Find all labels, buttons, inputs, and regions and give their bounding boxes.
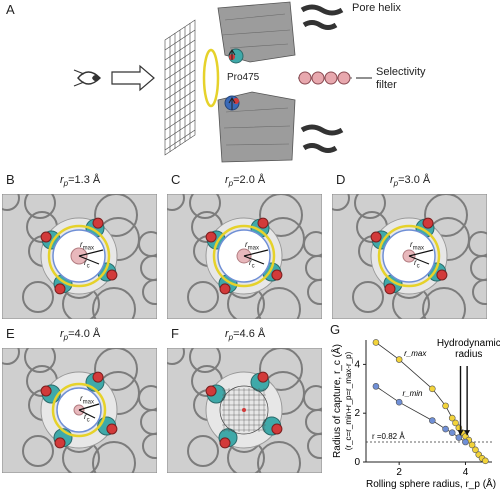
hydrodynamic-label: Hydrodynamic <box>437 338 500 349</box>
pro475-label: Pro475 <box>227 72 260 83</box>
series-point-1 <box>372 383 380 390</box>
projection-grid <box>164 19 196 156</box>
series-point-0 <box>448 414 456 422</box>
rc-annotation-e: rc <box>84 412 90 424</box>
rc-annotation-c: rc <box>249 258 255 270</box>
hydro-arrowhead-1 <box>464 430 471 436</box>
y-tick-label: 4 <box>354 359 360 370</box>
series-point-0 <box>429 385 436 393</box>
y-axis-label: Radius of capture, r_c (Å) <box>330 344 343 458</box>
rmax-annotation-d: rmax <box>410 240 425 252</box>
structure-view-c <box>167 194 322 319</box>
series-point-0 <box>468 441 476 449</box>
x-tick-label: 2 <box>396 467 402 478</box>
panel-caption-d: rp=3.0 Å <box>390 174 431 189</box>
pore-helix-icon <box>300 4 344 153</box>
panel-label-e: E <box>6 326 15 341</box>
hydrodynamic-label: radius <box>455 349 482 360</box>
panel-label-c: C <box>171 172 181 187</box>
x-tick-label: 4 <box>463 467 469 478</box>
threshold-label: r =0.82 Å <box>372 432 405 441</box>
structure-view-e <box>2 348 157 473</box>
structure-view-d <box>332 194 487 319</box>
rmax-annotation-c: rmax <box>245 240 260 252</box>
panel-a-illustration <box>73 1 372 163</box>
capture-ring <box>202 48 220 108</box>
pore-helix-label: Pore helix <box>352 2 401 14</box>
y-axis-sublabel: (r_c=r_min+r_p=r_max-r_p) <box>344 351 353 450</box>
series-point-1 <box>442 425 449 433</box>
series-point-1 <box>462 438 469 446</box>
rmax-annotation-e: rmax <box>80 394 95 406</box>
series-point-1 <box>448 429 456 437</box>
selectivity-filter-icon <box>298 71 352 85</box>
panel-caption-e: rp=4.0 Å <box>60 328 101 343</box>
panel-label-a: A <box>6 2 15 17</box>
series-point-0 <box>482 457 489 465</box>
panel-label-b: B <box>6 172 15 187</box>
view-arrow-icon <box>111 64 155 92</box>
hydro-arrowhead-0 <box>457 430 464 436</box>
rmax-series-label: r_max <box>404 349 427 358</box>
rmax-annotation-b: rmax <box>80 240 95 252</box>
channel-surface <box>217 1 296 163</box>
series-point-1 <box>395 398 403 406</box>
panel-label-g: G <box>330 322 341 337</box>
rc-annotation-b: rc <box>84 258 90 270</box>
selectivity-filter-label: Selectivity filter <box>376 66 426 91</box>
series-point-0 <box>395 356 403 363</box>
panel-caption-f: rp=4.6 Å <box>225 328 266 343</box>
y-tick-label: 0 <box>354 457 360 468</box>
panel-caption-b: rp=1.3 Å <box>60 174 101 189</box>
y-tick-label: 2 <box>354 408 360 419</box>
series-point-0 <box>442 402 449 410</box>
rmin-series-label: r_min <box>402 389 423 398</box>
series-point-0 <box>452 419 459 427</box>
rc-annotation-d: rc <box>414 258 420 270</box>
x-axis-label: Rolling sphere radius, r_p (Å) <box>366 477 496 490</box>
series-point-1 <box>455 434 463 441</box>
panel-caption-c: rp=2.0 Å <box>225 174 266 189</box>
series-point-1 <box>429 417 436 424</box>
structure-view-b <box>2 194 157 319</box>
eye-icon <box>73 69 101 87</box>
series-point-0 <box>372 339 380 346</box>
panel-label-f: F <box>171 326 179 341</box>
structure-view-f <box>167 348 322 473</box>
series-point-0 <box>472 446 479 454</box>
panel-label-d: D <box>336 172 346 187</box>
